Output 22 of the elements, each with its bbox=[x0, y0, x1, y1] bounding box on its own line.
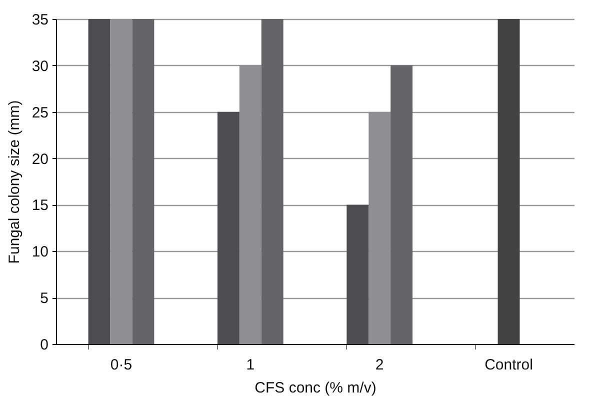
bar bbox=[132, 19, 154, 344]
bar bbox=[390, 65, 413, 344]
y-tick-label: 5 bbox=[40, 290, 48, 308]
bar bbox=[110, 19, 132, 344]
y-tick-label: 25 bbox=[32, 104, 48, 122]
y-tick-label: 20 bbox=[32, 150, 48, 168]
y-tick-label: 15 bbox=[32, 197, 48, 214]
x-tick-label: Control bbox=[484, 356, 533, 374]
bar bbox=[88, 19, 110, 344]
x-tick-label: 0·5 bbox=[110, 356, 132, 374]
y-tick-label: 10 bbox=[32, 244, 48, 261]
y-tick-label: 30 bbox=[32, 58, 48, 75]
bar bbox=[346, 204, 369, 344]
x-tick-label: 1 bbox=[246, 356, 255, 374]
bar bbox=[261, 19, 284, 344]
bar bbox=[217, 112, 240, 344]
bar bbox=[498, 19, 520, 344]
y-axis-title: Fungal colony size (mm) bbox=[6, 100, 23, 264]
x-axis-title: CFS conc (% m/v) bbox=[254, 380, 376, 396]
y-tick-label: 35 bbox=[32, 12, 48, 28]
y-tick-label: 0 bbox=[40, 336, 48, 354]
x-tick-label: 2 bbox=[375, 356, 384, 374]
